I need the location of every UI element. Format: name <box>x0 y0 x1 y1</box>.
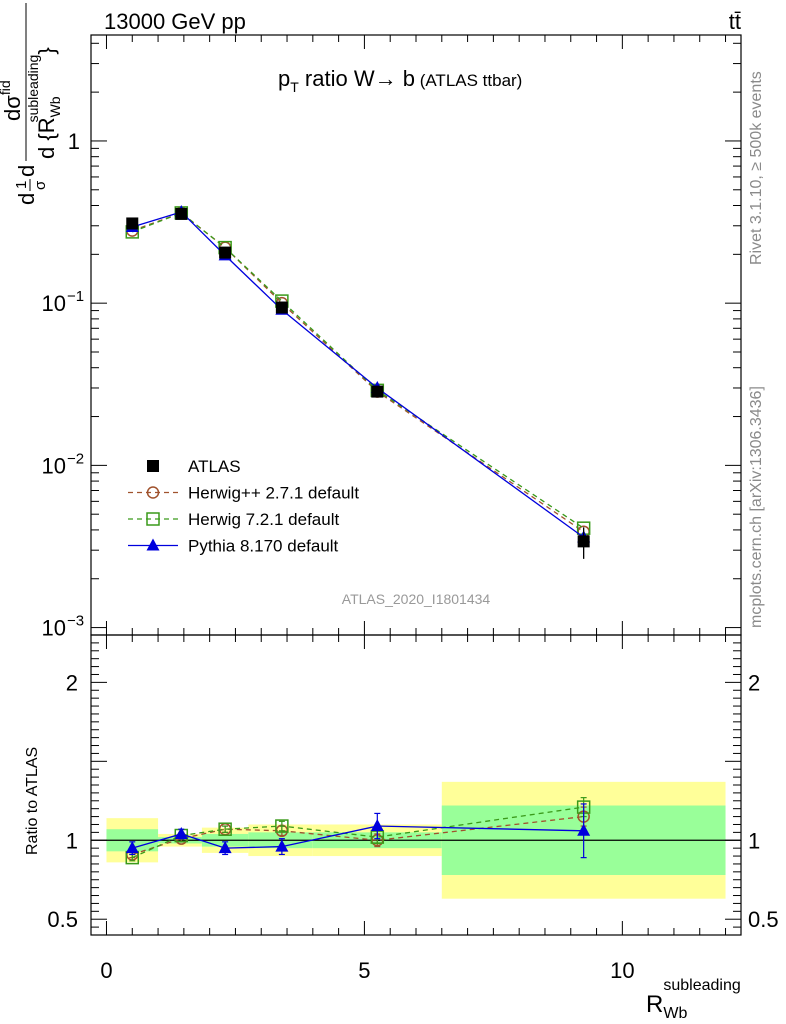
atlas-point <box>175 207 188 220</box>
legend-label-atlas: ATLAS <box>188 457 241 476</box>
legend-label-herwig7: Herwig 7.2.1 default <box>188 510 339 529</box>
legend-marker-atlas <box>147 460 159 472</box>
ratio-tick-label-right: 0.5 <box>748 907 779 932</box>
xlabel-main: R <box>646 991 663 1018</box>
svg-text:d: d <box>14 165 39 177</box>
ylabel-numer: dσ <box>0 95 25 121</box>
atlas-point <box>371 385 384 398</box>
ratio-y-axis-label: Ratio to ATLAS <box>24 747 41 855</box>
pythia-ratio-point <box>370 819 384 832</box>
svg-text:d {RWbsubleading}: d {RWb subleading} <box>25 47 63 159</box>
chart-title: pT ratio W→ b (ATLAS ttbar) <box>278 66 522 95</box>
xlabel-sub: Wb <box>663 1005 687 1022</box>
legend-marker-herwig7 <box>146 512 160 526</box>
mcplots-label: mcplots.cern.ch [arXiv:1306.3436] <box>748 386 765 628</box>
pythia-ratio-line <box>132 825 584 849</box>
y-tick-label: 10 <box>42 291 66 316</box>
analysis-watermark: ATLAS_2020_I1801434 <box>342 591 491 607</box>
ratio-tick-label-left: 2 <box>66 670 78 695</box>
legend-marker-herwig_pp <box>146 486 160 499</box>
process-label: tt̄ <box>729 9 741 34</box>
svg-text:1: 1 <box>13 181 30 189</box>
energy-label: 13000 GeV pp <box>104 9 246 34</box>
herwig7-ratio-line <box>132 806 584 859</box>
herwig7-ratio-point <box>218 822 232 836</box>
x-tick-label-10: 10 <box>610 958 634 983</box>
pythia-ratio-point <box>577 823 591 836</box>
herwig7-ratio-point <box>275 819 289 833</box>
main-series-group <box>125 204 591 559</box>
y-tick-label-exp: −2 <box>67 450 84 467</box>
chart-title-rest: ratio W <box>299 66 375 91</box>
pythia-line <box>132 211 585 538</box>
y-tick-label-exp: −3 <box>67 613 84 630</box>
ylabel-d: d <box>14 193 39 205</box>
axis-ticks <box>91 35 741 935</box>
y-tick-label: 10 <box>42 616 66 641</box>
rivet-version-label: Rivet 3.1.10, ≥ 500k events <box>748 71 765 265</box>
chart-title-p: p <box>278 66 290 91</box>
pythia-ratio-point <box>275 839 289 852</box>
y-tick-label: 10 <box>42 453 66 478</box>
ylabel-d2: d <box>14 165 39 177</box>
atlas-point <box>219 246 232 259</box>
ylabel-denom: d {R <box>34 117 59 159</box>
chart-title-small: (ATLAS ttbar) <box>415 71 522 90</box>
ratio-tick-label-right: 1 <box>748 828 760 853</box>
ylabel-denom-close: } <box>34 47 59 54</box>
legend-label-herwig_pp: Herwig++ 2.7.1 default <box>188 484 359 503</box>
chart-title-b: b <box>397 66 415 91</box>
y-tick-label: 1 <box>68 129 80 154</box>
chart-title-arrow: → <box>375 66 397 91</box>
y-tick-label-exp: −1 <box>67 288 84 305</box>
pythia-ratio-point <box>174 826 188 839</box>
herwig_pp-line <box>132 212 585 533</box>
legend-marker-pythia <box>146 538 160 551</box>
pythia-ratio-point <box>125 841 139 854</box>
x-tick-label-0: 0 <box>100 958 112 983</box>
svg-text:dσfid: dσfid <box>0 80 25 121</box>
atlas-point <box>126 217 139 230</box>
ylabel-numer-sup: fid <box>0 80 13 95</box>
x-axis-label: RWb subleading <box>646 977 741 1022</box>
atlas-point <box>577 535 590 548</box>
ylabel-denom-sup: subleading <box>25 55 41 123</box>
xlabel-sup: subleading <box>663 977 740 994</box>
legend: ATLAS Herwig++ 2.7.1 default Herwig 7.2.1 … <box>128 457 359 556</box>
herwig7-line <box>132 212 585 529</box>
atlas-point <box>275 301 288 314</box>
ratio-tick-label-left: 1 <box>66 828 78 853</box>
herwig_pp-ratio-line <box>132 815 584 856</box>
x-tick-label-5: 5 <box>358 958 370 983</box>
svg-text:σ: σ <box>32 180 49 190</box>
svg-text:d: d <box>14 193 39 205</box>
legend-label-pythia: Pythia 8.170 default <box>188 537 339 556</box>
ylabel-sigma: σ <box>32 180 49 190</box>
ratio-tick-label-right: 2 <box>748 670 760 695</box>
ratio-series-group <box>125 797 591 865</box>
ratio-tick-label-left: 0.5 <box>47 907 78 932</box>
chart-title-sub: T <box>290 79 299 95</box>
ylabel-one: 1 <box>13 181 30 189</box>
y-axis-label: d 1 σ d dσfid d {RWb subleading} <box>0 3 63 205</box>
ylabel-denom-sub: Wb <box>47 96 63 117</box>
pythia-ratio-point <box>218 841 232 854</box>
